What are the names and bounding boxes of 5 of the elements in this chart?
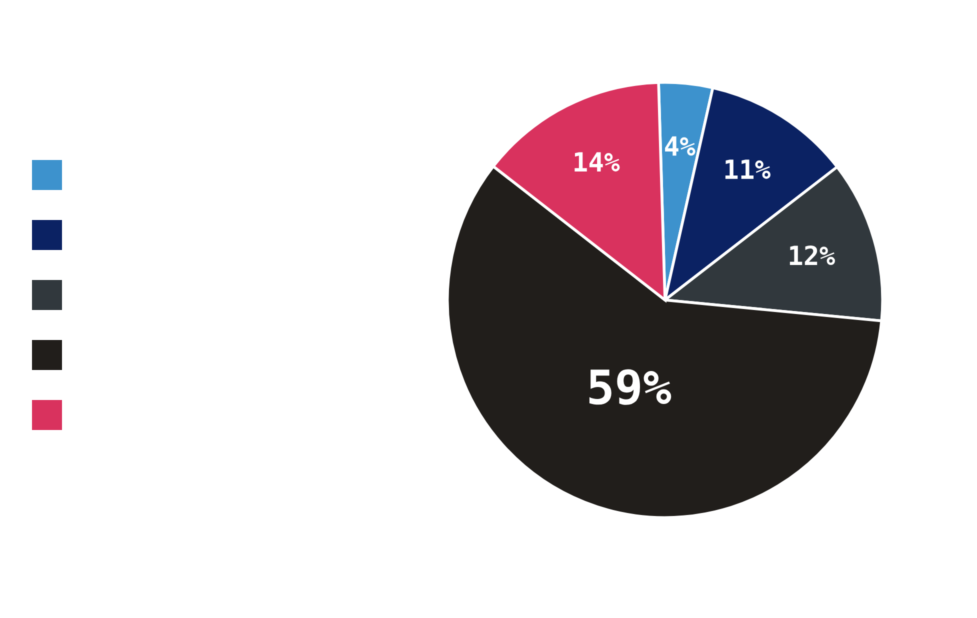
data-label: 4%: [665, 136, 696, 156]
data-label: 12%: [790, 245, 835, 266]
data-label: 11%: [725, 160, 770, 179]
data-label: 14%: [574, 152, 620, 172]
data-label: 59%: [589, 369, 672, 405]
